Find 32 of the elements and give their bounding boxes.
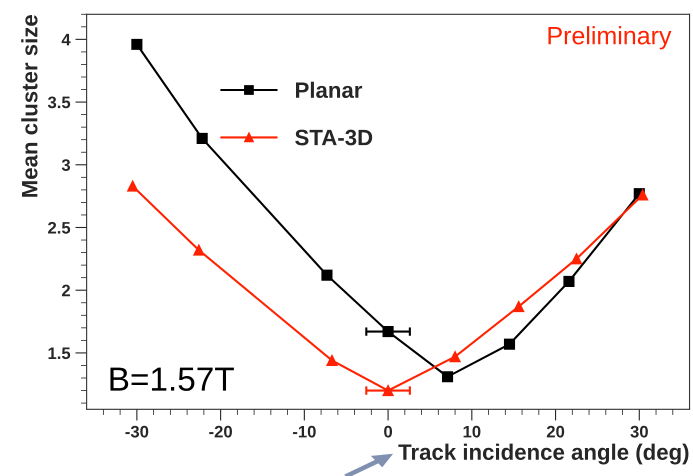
y-tick-label: 3 [62,159,70,172]
point [326,354,338,366]
point [131,38,142,50]
y-tick-label: 4 [62,34,71,46]
x-tick-label: 30 [630,426,648,438]
annotation: Preliminary [548,26,672,50]
point [570,253,582,264]
y-axis-title: Mean cluster size [21,15,38,197]
x-axis-title: Track incidence angle (deg) [398,444,688,464]
point [504,338,516,350]
point [442,371,454,382]
y-tick-label: 3.5 [48,96,70,108]
y-tick-label: 1.5 [48,347,70,360]
y-tick-label: 2.5 [48,222,70,234]
point [450,351,461,362]
point [513,300,524,312]
point [637,189,648,200]
point [321,270,333,281]
x-tick-label: 0 [384,426,392,438]
point [193,244,204,256]
x-tick-label: -20 [209,426,232,438]
x-tick-label: 20 [546,426,564,438]
x-tick-label: -30 [125,426,148,438]
annotation: B=1.57T [110,368,234,391]
legend-label: Planar [296,82,362,98]
point [563,276,575,287]
y-tick-label: 2 [62,284,70,296]
legend-label: STA-3D [295,130,372,146]
x-tick-label: 10 [464,426,480,438]
x-tick-label: -10 [292,426,316,438]
point [196,132,208,144]
point [127,180,138,192]
